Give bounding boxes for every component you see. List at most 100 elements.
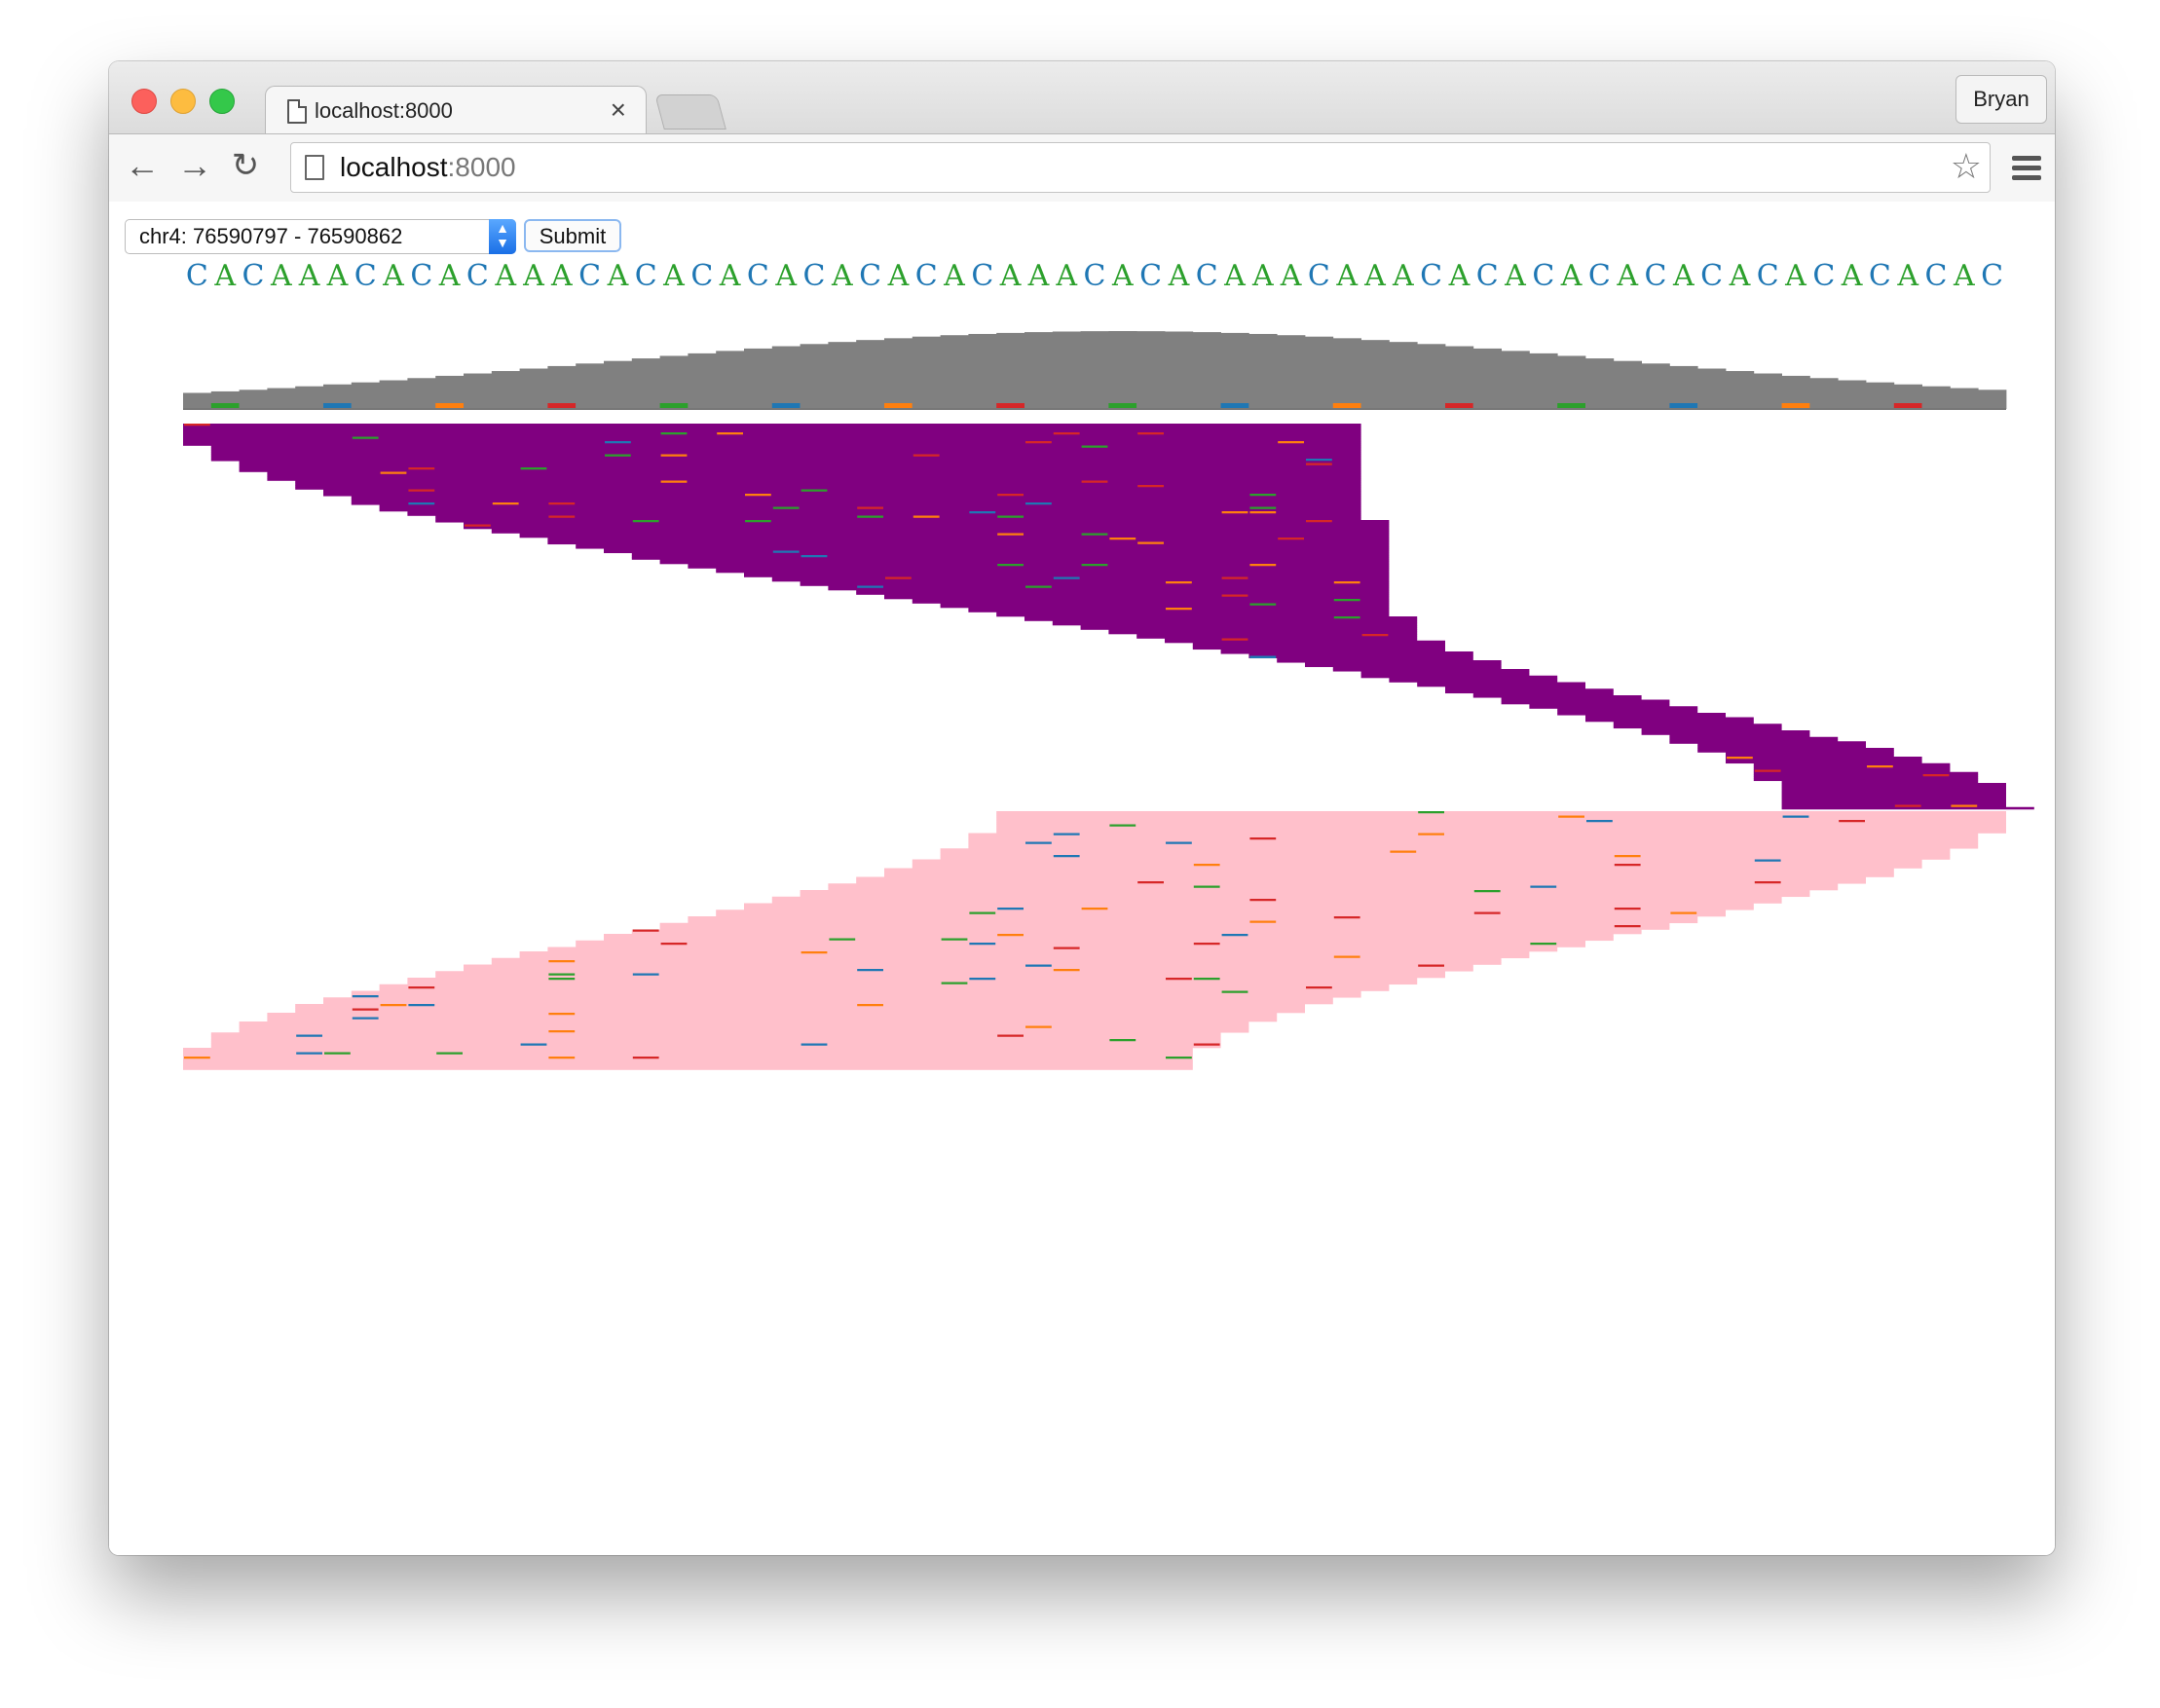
- reverse-read: [968, 833, 1979, 836]
- submit-button[interactable]: Submit: [524, 219, 621, 252]
- coverage-bar: [631, 358, 660, 409]
- mismatch-base: [1025, 441, 1052, 444]
- tab-localhost[interactable]: localhost:8000 ×: [265, 86, 647, 135]
- forward-read: [1781, 789, 2006, 793]
- reverse-read: [912, 864, 1922, 867]
- reverse-read: [210, 1041, 1221, 1044]
- reverse-read: [828, 887, 1839, 891]
- forward-read: [267, 473, 1361, 477]
- forward-read: [1445, 690, 1614, 694]
- reference-base: C: [186, 259, 208, 293]
- mismatch-base: [1166, 1057, 1192, 1059]
- mismatch-base: [1193, 1043, 1220, 1046]
- coverage-bar: [1417, 344, 1446, 409]
- menu-icon[interactable]: [2012, 156, 2041, 185]
- mismatch-base: [408, 986, 435, 989]
- tab-title: localhost:8000: [315, 98, 453, 123]
- forward-read: [1192, 645, 1445, 648]
- reverse-read: [576, 943, 1586, 946]
- mismatch-base: [1306, 459, 1332, 462]
- close-tab-icon[interactable]: ×: [610, 94, 626, 125]
- reverse-read: [828, 883, 1839, 886]
- coverage-bar: [828, 342, 857, 409]
- coverage-bar: [996, 332, 1025, 409]
- reference-base: A: [1251, 259, 1274, 293]
- reverse-read: [239, 1021, 1249, 1024]
- forward-read: [323, 489, 1361, 493]
- coverage-bar: [1613, 360, 1642, 409]
- mismatch-base: [1193, 943, 1220, 946]
- mismatch-base: [1278, 538, 1304, 540]
- reverse-read: [323, 1001, 1333, 1005]
- reverse-read: [379, 984, 1390, 987]
- mismatch-base: [1053, 947, 1080, 949]
- reverse-read: [183, 1060, 1193, 1064]
- minimize-window-button[interactable]: [170, 89, 196, 114]
- reverse-read: [267, 1017, 1278, 1021]
- reverse-read: [464, 969, 1473, 972]
- forward-read: [1781, 802, 2006, 805]
- forward-read: [1726, 757, 1922, 760]
- mismatch-base: [1333, 916, 1360, 919]
- mismatch-base: [632, 520, 659, 523]
- mismatch-base: [1025, 502, 1052, 505]
- reload-icon[interactable]: ↻: [231, 147, 260, 184]
- close-window-button[interactable]: [131, 89, 157, 114]
- reverse-read: [688, 918, 1698, 921]
- bookmark-star-icon[interactable]: ☆: [1950, 146, 1982, 186]
- reference-base: A: [270, 259, 292, 293]
- forward-read: [491, 531, 1390, 534]
- reverse-read: [940, 848, 1951, 851]
- forward-read: [1472, 695, 1642, 698]
- forward-read: [1781, 806, 2034, 810]
- mismatch-base: [1137, 485, 1164, 488]
- back-arrow-icon[interactable]: ←: [125, 145, 160, 185]
- reverse-read: [968, 835, 1979, 838]
- forward-read: [1726, 761, 1922, 764]
- address-bar[interactable]: localhost:8000 ☆: [290, 142, 1991, 193]
- forward-read: [1389, 678, 1558, 681]
- reverse-read: [996, 811, 2007, 814]
- forward-read: [828, 585, 1390, 589]
- coverage-bar: [1052, 331, 1081, 409]
- reverse-read: [210, 1045, 1221, 1049]
- forward-read: [1585, 717, 1754, 721]
- coverage-bar: [1472, 348, 1502, 409]
- forward-read: [1417, 684, 1585, 687]
- zoom-window-button[interactable]: [209, 89, 235, 114]
- forward-read: [239, 469, 1361, 472]
- coverage-bar: [744, 348, 773, 409]
- mismatch-base: [1530, 885, 1557, 888]
- mismatch-base: [1193, 885, 1220, 888]
- reverse-read: [519, 955, 1530, 959]
- mismatch-base: [296, 1052, 322, 1055]
- forward-read: [856, 592, 1390, 595]
- new-tab-button[interactable]: [654, 94, 726, 130]
- reverse-read: [771, 899, 1782, 902]
- forward-read: [1472, 692, 1614, 696]
- coverage-bar: [379, 380, 408, 409]
- mismatch-base: [801, 1043, 828, 1046]
- coverage-bar: [1305, 336, 1334, 409]
- mismatch-base: [1053, 855, 1080, 858]
- reverse-read: [884, 870, 1894, 873]
- mismatch-base: [857, 506, 883, 509]
- region-select[interactable]: chr4: 76590797 - 76590862 ▲ ▼: [125, 219, 516, 254]
- forward-read: [464, 522, 1390, 525]
- forward-read: [1781, 804, 2006, 808]
- reference-base: A: [1363, 259, 1386, 293]
- coverage-mismatch: [1445, 403, 1473, 408]
- coverage-mismatch: [1781, 403, 1810, 408]
- coverage-bar: [1445, 346, 1474, 409]
- forward-read: [800, 583, 1390, 586]
- forward-read: [996, 613, 1390, 617]
- forward-read: [1781, 787, 2006, 791]
- coverage-bar: [239, 390, 268, 409]
- reference-base: C: [466, 259, 489, 293]
- forward-read: [183, 438, 1361, 442]
- forward-arrow-icon[interactable]: →: [177, 145, 212, 185]
- mismatch-base: [1025, 841, 1052, 844]
- forward-reads: [183, 424, 2034, 810]
- profile-button[interactable]: Bryan: [1955, 75, 2047, 124]
- forward-read: [912, 601, 1390, 604]
